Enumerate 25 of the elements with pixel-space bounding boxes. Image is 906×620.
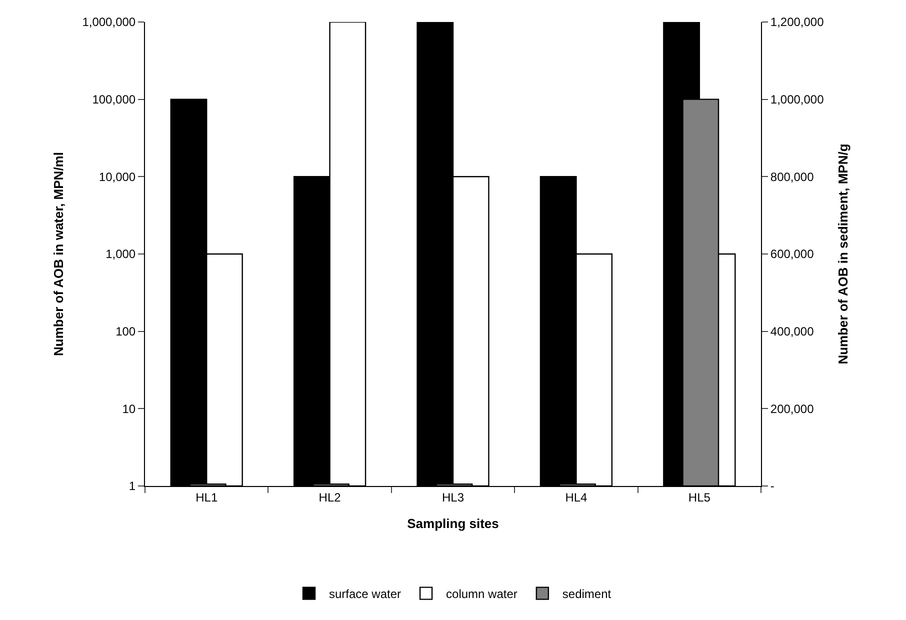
y-tick-label: 1 — [128, 479, 136, 494]
legend-label: surface water — [329, 586, 402, 601]
y-tick-label: 10,000 — [98, 170, 136, 184]
y-tick-label: 100,000 — [92, 92, 136, 107]
y2-tick-label: 800,000 — [770, 170, 814, 184]
legend-label: sediment — [562, 586, 612, 601]
y-tick-label: 10 — [122, 402, 136, 416]
x-axis-title: Sampling sites — [407, 516, 499, 531]
y-tick-label: 100 — [116, 324, 136, 339]
y-axis-title: Number of AOB in water, MPN/ml — [51, 152, 66, 356]
y2-axis-title: Number of AOB in sediment, MPN/g — [836, 144, 851, 364]
x-tick-label: HL1 — [196, 490, 218, 504]
legend-label: column water — [446, 586, 518, 601]
y2-tick-label: - — [770, 479, 774, 494]
y2-tick-label: 1,000,000 — [770, 92, 824, 107]
y2-tick-label: 1,200,000 — [770, 15, 824, 30]
x-tick-label: HL4 — [565, 490, 588, 504]
y2-tick-label: 400,000 — [770, 324, 814, 339]
x-tick-label: HL2 — [318, 490, 342, 504]
x-tick-label: HL3 — [442, 490, 464, 504]
y2-tick-label: 200,000 — [770, 402, 814, 416]
x-tick-label: HL5 — [688, 490, 711, 504]
y-tick-label: 1,000,000 — [82, 15, 136, 30]
y2-tick-label: 600,000 — [770, 247, 814, 262]
y-tick-label: 1,000 — [106, 247, 136, 262]
